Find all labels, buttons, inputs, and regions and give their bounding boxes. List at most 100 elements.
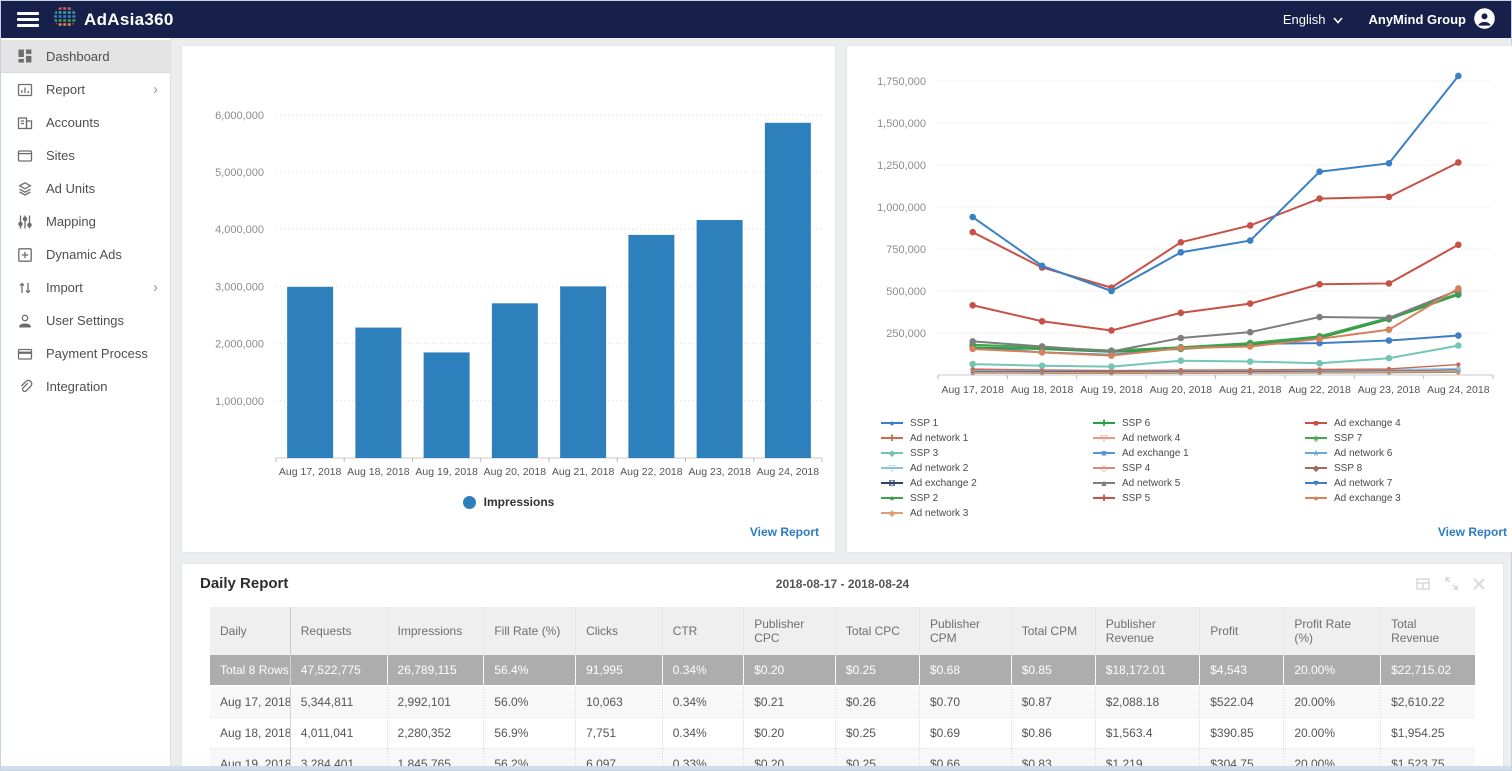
svg-text:500,000: 500,000 [886,286,926,298]
legend-item-ssp-7[interactable]: ◈ SSP 7 [1305,432,1512,444]
table-cell: $0.70 [919,686,1012,718]
series-marker-icon: ▽ [1093,433,1115,443]
svg-text:750,000: 750,000 [886,244,926,256]
legend-item-ad-exchange-3[interactable]: ● Ad exchange 3 [1305,492,1512,504]
sidebar-item-label: Sites [46,148,75,163]
close-icon[interactable] [1473,577,1485,590]
series-label: Ad network 3 [910,507,969,519]
sidebar-item-report[interactable]: Report › [1,73,170,106]
legend-column: ● SSP 1 ✚ Ad network 1 ◆ SSP 3 ▽ Ad network 2 ⊠ A… [881,417,1093,519]
impressions-legend-label: Impressions [483,495,555,509]
daily-report-table: Daily Requests Impressions Fill Rate (%) Cli… [210,607,1475,769]
svg-text:1,750,000: 1,750,000 [877,76,926,88]
impressions-bar-chart: 1,000,000 2,000,000 3,000,000 4,000,000 5,00… [215,110,823,478]
account-menu[interactable]: AnyMind Group [1368,7,1496,32]
sidebar-item-label: Integration [46,379,108,394]
sidebar-item-dynamic-ads[interactable]: Dynamic Ads [1,238,170,271]
legend-item-ad-network-3[interactable]: ◆ Ad network 3 [881,507,1093,519]
table-cell: $0.25 [835,717,921,749]
legend-item-ssp-8[interactable]: ◆ SSP 8 [1305,462,1512,474]
account-name: AnyMind Group [1368,12,1467,27]
sidebar-item-payment-process[interactable]: Payment Process [1,337,170,370]
view-report-link-impressions[interactable]: View Report [749,525,819,539]
series-marker-icon: ◆ [1305,463,1327,473]
sidebar-item-mapping[interactable]: Mapping [1,205,170,238]
language-selector[interactable]: English [1283,12,1343,27]
ad-units-icon [16,180,33,197]
impressions-legend[interactable]: Impressions [188,495,829,509]
legend-item-ssp-4[interactable]: ◇ SSP 4 [1093,462,1305,474]
svg-text:Aug 24, 2018: Aug 24, 2018 [1427,384,1490,396]
sidebar-item-label: Payment Process [46,346,148,361]
legend-item-ssp-1[interactable]: ● SSP 1 [881,417,1093,429]
series-marker-icon: ★ [1305,448,1327,458]
legend-item-ad-network-4[interactable]: ▽ Ad network 4 [1093,432,1305,444]
sites-icon [16,147,33,164]
legend-item-ad-exchange-1[interactable]: ■ Ad exchange 1 [1093,447,1305,459]
column-header-profit-rate: Profit Rate (%) [1283,607,1382,655]
column-header-publisher-cpc: Publisher CPC [743,607,836,655]
svg-text:Aug 20, 2018: Aug 20, 2018 [484,466,547,478]
legend-item-ad-exchange-4[interactable]: ■ Ad exchange 4 [1305,417,1512,429]
table-cell: $522.04 [1199,686,1285,718]
sidebar-item-accounts[interactable]: Accounts [1,106,170,139]
series-label: SSP 5 [1122,492,1151,504]
legend-item-ad-network-1[interactable]: ✚ Ad network 1 [881,432,1093,444]
brand[interactable]: AdAsia360 [53,5,174,34]
legend-item-ssp-2[interactable]: ● SSP 2 [881,492,1093,504]
legend-item-ssp-5[interactable]: ✚ SSP 5 [1093,492,1305,504]
table-cell: $0.68 [919,655,1012,687]
series-marker-icon: ● [1305,493,1327,503]
table-cell: $0.25 [835,655,921,687]
line-series-ssp-3 [969,342,1462,370]
sidebar-item-ad-units[interactable]: Ad Units [1,172,170,205]
legend-item-ad-network-5[interactable]: ▲ Ad network 5 [1093,477,1305,489]
grid-icon[interactable] [1416,577,1430,590]
series-marker-icon: ▽ [881,463,903,473]
table-cell: 20.00% [1283,655,1382,687]
legend-item-ssp-3[interactable]: ◆ SSP 3 [881,447,1093,459]
svg-text:5,000,000: 5,000,000 [215,167,264,179]
sidebar-item-integration[interactable]: Integration [1,370,170,403]
table-cell: $304.75 [1199,748,1285,769]
hamburger-menu-icon[interactable] [17,12,39,27]
table-cell: 56.0% [483,686,577,718]
series-marker-icon: ▼ [1305,478,1327,488]
line-series-ad-network-5 [969,286,1462,355]
table-cell: 56.4% [483,655,577,687]
legend-item-ssp-6[interactable]: ✚ SSP 6 [1093,417,1305,429]
table-cell: 47,522,775 [290,655,388,687]
table-cell: 7,751 [575,717,663,749]
svg-text:1,500,000: 1,500,000 [877,118,926,130]
window-bottom-edge [1,766,1511,770]
legend-item-ad-exchange-2[interactable]: ⊠ Ad exchange 2 [881,477,1093,489]
legend-item-ad-network-7[interactable]: ▼ Ad network 7 [1305,477,1512,489]
table-cell: $0.26 [835,686,921,718]
impressions-bar-aug-18-2018 [355,327,402,458]
adasia-logo-icon [53,5,77,34]
series-marker-icon: ■ [1305,418,1327,428]
sidebar-item-sites[interactable]: Sites [1,139,170,172]
svg-text:1,000,000: 1,000,000 [877,202,926,214]
table-cell: $0.20 [743,717,836,749]
series-label: Ad network 4 [1122,432,1181,444]
chevron-right-icon: › [153,81,158,98]
legend-item-ad-network-6[interactable]: ★ Ad network 6 [1305,447,1512,459]
view-report-link-network[interactable]: View Report [1437,525,1507,539]
table-row-aug-18-2018: Aug 18, 2018 4,011,041 2,280,352 56.9% 7,751… [210,717,1475,749]
sidebar-item-import[interactable]: Import › [1,271,170,304]
series-label: Ad network 2 [910,462,969,474]
expand-icon[interactable] [1445,577,1458,590]
sidebar-item-user-settings[interactable]: User Settings [1,304,170,337]
payment-process-icon [16,345,33,362]
legend-item-ad-network-2[interactable]: ▽ Ad network 2 [881,462,1093,474]
column-header-fill-rate: Fill Rate (%) [483,607,577,655]
line-series-ssp-1 [969,72,1462,295]
column-header-total-revenue: Total Revenue [1380,607,1475,655]
chevron-right-icon: › [153,279,158,296]
series-marker-icon: ⊠ [881,478,903,488]
table-cell: $1,954.25 [1380,717,1475,749]
impressions-bar-aug-24-2018 [764,122,811,459]
sidebar-item-dashboard[interactable]: Dashboard [1,40,170,73]
